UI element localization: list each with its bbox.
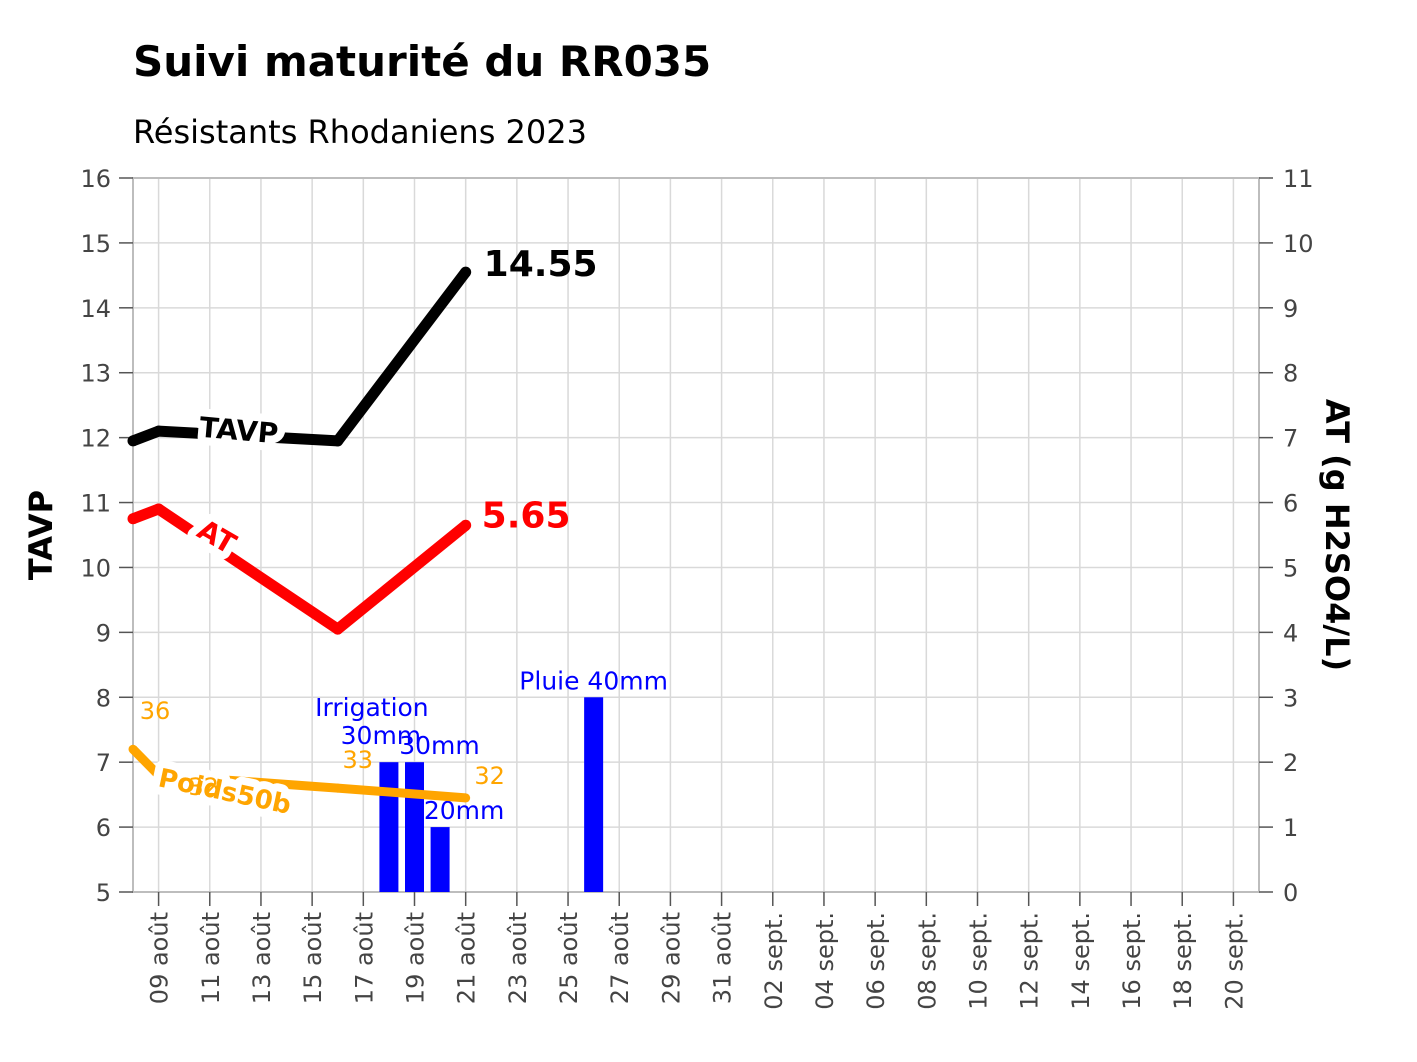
series-line-poids50b (129, 746, 467, 803)
left-tick-label: 6 (96, 814, 111, 842)
poids-point-label: 36 (140, 697, 171, 725)
left-tick-label: 10 (80, 554, 111, 582)
x-tick-label: 12 sept. (1016, 912, 1044, 1010)
bar (405, 762, 424, 892)
right-tick-label: 3 (1283, 684, 1298, 712)
x-tick-label: 27 août (606, 912, 634, 1004)
plot-frame (132, 177, 1260, 893)
right-tick-label: 2 (1283, 749, 1298, 777)
right-tick-label: 11 (1283, 165, 1314, 193)
left-tick-label: 7 (96, 749, 111, 777)
x-tick-label: 20 sept. (1220, 912, 1248, 1010)
x-tick-label: 09 août (146, 912, 174, 1004)
x-tick-label: 08 sept. (913, 912, 941, 1010)
left-tick-label: 13 (80, 360, 111, 388)
right-axis-title: AT (g H2SO4/L) (1318, 399, 1356, 671)
series-label-tavp: TAVP (198, 411, 279, 451)
series-point (153, 425, 165, 437)
left-tick-label: 5 (96, 879, 111, 907)
x-tick-label: 13 août (248, 912, 276, 1004)
tavp-end-label: 14.55 (484, 244, 598, 285)
right-tick-label: 1 (1283, 814, 1298, 842)
bar-label-line: Irrigation (315, 693, 429, 722)
x-tick-label: 14 sept. (1067, 912, 1095, 1010)
x-tick-label: 18 sept. (1169, 912, 1197, 1010)
x-tick-label: 25 août (555, 912, 583, 1004)
x-tick-label: 10 sept. (965, 912, 993, 1010)
series-point (128, 744, 138, 754)
x-tick-label: 21 août (453, 912, 481, 1004)
x-tick-label: 02 sept. (760, 912, 788, 1010)
bar (430, 827, 450, 892)
x-tick-label: 06 sept. (862, 912, 890, 1010)
right-tick-label: 5 (1283, 554, 1298, 582)
bar-label: 30mm (399, 731, 480, 760)
series-point (460, 266, 472, 278)
right-tick-label: 9 (1283, 295, 1298, 323)
left-tick-label: 16 (80, 165, 111, 193)
left-tick-label: 8 (96, 684, 111, 712)
chart-subtitle: Résistants Rhodaniens 2023 (133, 113, 587, 151)
left-tick-label: 15 (80, 230, 111, 258)
x-tick-label: 17 août (350, 912, 378, 1004)
series-label-poids50b: Poids50b (156, 763, 294, 820)
at-end-label: 5.65 (482, 495, 571, 536)
left-tick-label: 11 (80, 490, 111, 518)
series-point (333, 783, 343, 793)
series-point (461, 793, 471, 803)
x-tick-label: 15 août (299, 912, 327, 1004)
right-tick-label: 0 (1283, 879, 1298, 907)
x-tick-label: 19 août (402, 912, 430, 1004)
right-tick-label: 4 (1283, 619, 1298, 647)
series-point (127, 435, 139, 447)
bar (584, 697, 604, 892)
bar (379, 762, 399, 892)
bar-label-line: 30mm (341, 721, 422, 750)
left-tick-label: 12 (80, 425, 111, 453)
x-tick-label: 29 août (657, 912, 685, 1004)
right-tick-label: 8 (1283, 360, 1298, 388)
x-tick-label: 11 août (197, 912, 225, 1004)
right-tick-label: 10 (1283, 230, 1314, 258)
left-axis-title: TAVP (22, 490, 60, 580)
poids-point-label: 32 (188, 773, 219, 801)
chart-title: Suivi maturité du RR035 (133, 37, 711, 86)
x-tick-label: 04 sept. (811, 912, 839, 1010)
left-tick-label: 14 (80, 295, 111, 323)
x-tick-label: 31 août (709, 912, 737, 1004)
x-tick-label: 23 août (504, 912, 532, 1004)
series-point (332, 623, 344, 635)
bar-label: Pluie 40mm (519, 666, 668, 695)
bar-label: Irrigation 30mm (315, 693, 429, 750)
series-point (153, 503, 165, 515)
series-point (127, 513, 139, 525)
poids-point-label: 33 (342, 746, 373, 774)
series-point (332, 435, 344, 447)
series-point (460, 519, 472, 531)
poids-point-label: 32 (474, 762, 505, 790)
x-tick-label: 16 sept. (1118, 912, 1146, 1010)
left-tick-label: 9 (96, 619, 111, 647)
right-tick-label: 7 (1283, 425, 1298, 453)
grid (132, 177, 1260, 893)
right-tick-label: 6 (1283, 490, 1298, 518)
series-point (154, 770, 164, 780)
series-line-tavp (131, 268, 471, 447)
series-line-at (131, 503, 470, 635)
